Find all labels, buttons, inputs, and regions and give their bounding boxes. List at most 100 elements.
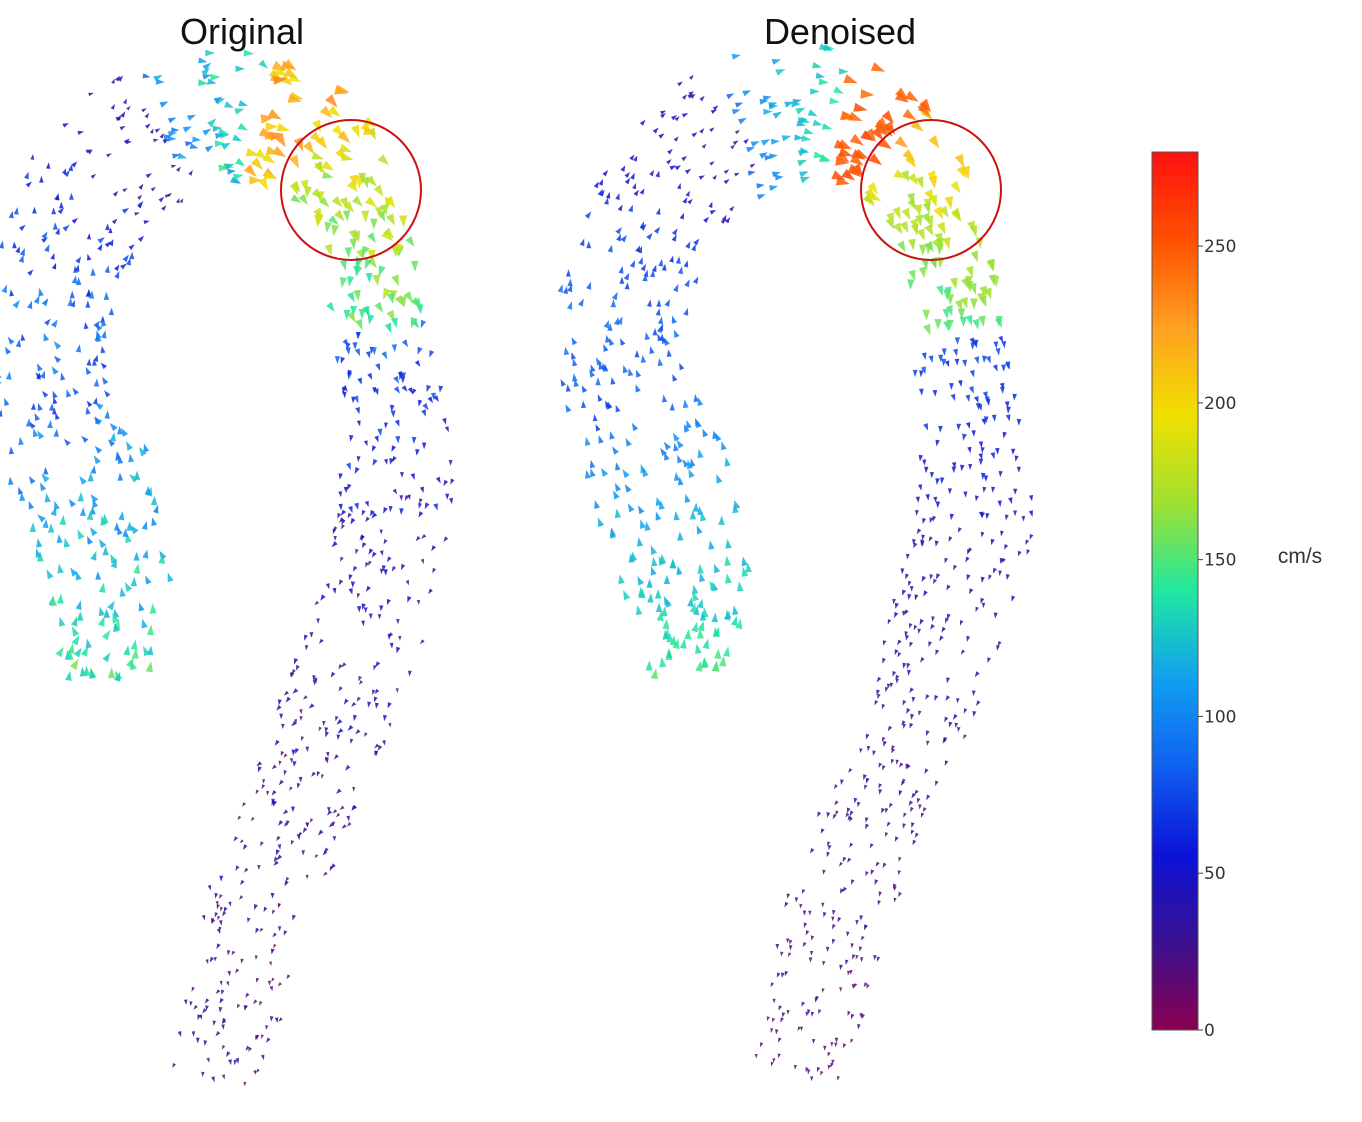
- velocity-arrow: [280, 751, 285, 757]
- velocity-arrow: [90, 465, 97, 474]
- velocity-arrow: [240, 879, 245, 885]
- velocity-arrow: [85, 300, 91, 308]
- velocity-arrow: [682, 399, 689, 409]
- velocity-arrow: [35, 548, 42, 558]
- velocity-arrow: [933, 496, 938, 503]
- velocity-arrow: [897, 870, 901, 876]
- velocity-arrow: [361, 509, 366, 516]
- velocity-arrow: [793, 1064, 798, 1070]
- velocity-arrow: [352, 230, 360, 243]
- velocity-arrow: [86, 510, 94, 520]
- velocity-arrow: [281, 60, 296, 70]
- velocity-arrow: [978, 315, 986, 327]
- velocity-arrow: [855, 954, 859, 960]
- velocity-arrow: [928, 536, 933, 542]
- velocity-arrow: [235, 65, 245, 72]
- velocity-arrow: [122, 208, 130, 214]
- velocity-arrow: [448, 460, 453, 466]
- velocity-arrow: [866, 745, 871, 752]
- velocity-arrow: [677, 476, 684, 486]
- velocity-arrow: [87, 253, 92, 261]
- velocity-arrow: [94, 402, 104, 410]
- velocity-arrow: [812, 61, 823, 69]
- velocity-arrow: [756, 183, 765, 189]
- velocity-arrow: [891, 748, 896, 754]
- velocity-arrow: [119, 126, 126, 131]
- velocity-arrow: [786, 893, 791, 899]
- velocity-arrow: [226, 981, 230, 987]
- velocity-arrow: [51, 207, 57, 215]
- velocity-arrow: [314, 215, 323, 228]
- velocity-arrow: [321, 774, 324, 779]
- velocity-arrow: [395, 688, 399, 693]
- velocity-arrow: [391, 274, 399, 287]
- velocity-arrow: [353, 714, 358, 722]
- velocity-arrow: [688, 74, 694, 80]
- velocity-arrow: [112, 612, 120, 624]
- velocity-arrow: [73, 647, 82, 658]
- velocity-arrow: [27, 300, 33, 309]
- velocity-arrow: [916, 528, 922, 535]
- velocity-arrow: [112, 190, 119, 197]
- velocity-arrow: [1029, 534, 1034, 540]
- velocity-arrow: [57, 563, 64, 574]
- velocity-arrow: [338, 664, 343, 670]
- velocity-arrow: [255, 789, 259, 795]
- velocity-arrow: [1014, 455, 1019, 462]
- velocity-arrow: [818, 155, 830, 162]
- velocity-arrow: [949, 383, 954, 390]
- velocity-arrow: [338, 503, 343, 511]
- velocity-arrow: [679, 638, 687, 649]
- velocity-arrow: [669, 165, 677, 171]
- velocity-arrow: [665, 648, 673, 658]
- velocity-arrow: [918, 484, 923, 491]
- velocity-arrow: [416, 304, 424, 315]
- velocity-arrow: [910, 119, 924, 132]
- velocity-arrow: [102, 546, 109, 556]
- velocity-arrow: [375, 363, 381, 371]
- velocity-arrow: [749, 163, 756, 168]
- velocity-arrow: [887, 725, 893, 732]
- velocity-arrow: [292, 914, 296, 921]
- velocity-arrow: [212, 125, 223, 132]
- velocity-arrow: [613, 490, 620, 500]
- velocity-arrow: [391, 565, 397, 572]
- velocity-arrow: [335, 812, 341, 818]
- velocity-arrow: [657, 316, 664, 325]
- velocity-arrow: [362, 542, 367, 549]
- velocity-arrow: [323, 871, 328, 876]
- velocity-arrow: [358, 172, 367, 185]
- velocity-arrow: [103, 291, 110, 300]
- velocity-arrow: [329, 866, 334, 872]
- velocity-arrow: [119, 587, 126, 597]
- velocity-arrow: [95, 571, 102, 580]
- velocity-arrow: [902, 610, 906, 617]
- velocity-arrow: [361, 620, 365, 627]
- velocity-arrow: [326, 301, 335, 312]
- velocity-arrow: [193, 1004, 198, 1010]
- velocity-arrow: [278, 903, 281, 908]
- velocity-arrow: [104, 390, 111, 398]
- velocity-arrow: [960, 464, 965, 472]
- velocity-arrow: [395, 243, 404, 256]
- velocity-arrow: [616, 233, 621, 242]
- velocity-arrow: [903, 812, 907, 818]
- velocity-arrow: [273, 856, 279, 863]
- velocity-arrow: [590, 468, 596, 478]
- velocity-arrow: [636, 537, 643, 547]
- velocity-arrow: [854, 148, 869, 159]
- velocity-arrow: [32, 206, 37, 214]
- velocity-arrow: [267, 980, 271, 986]
- velocity-arrow: [243, 844, 248, 851]
- velocity-arrow: [378, 265, 386, 277]
- velocity-arrow: [578, 298, 584, 307]
- velocity-arrow: [339, 556, 344, 562]
- velocity-arrow: [571, 337, 578, 346]
- velocity-arrow: [595, 424, 601, 432]
- velocity-arrow: [777, 1053, 781, 1059]
- velocity-arrow: [102, 376, 109, 385]
- velocity-arrow: [109, 423, 118, 432]
- velocity-arrow: [877, 693, 881, 700]
- velocity-arrow: [839, 68, 849, 75]
- velocity-arrow: [0, 409, 3, 417]
